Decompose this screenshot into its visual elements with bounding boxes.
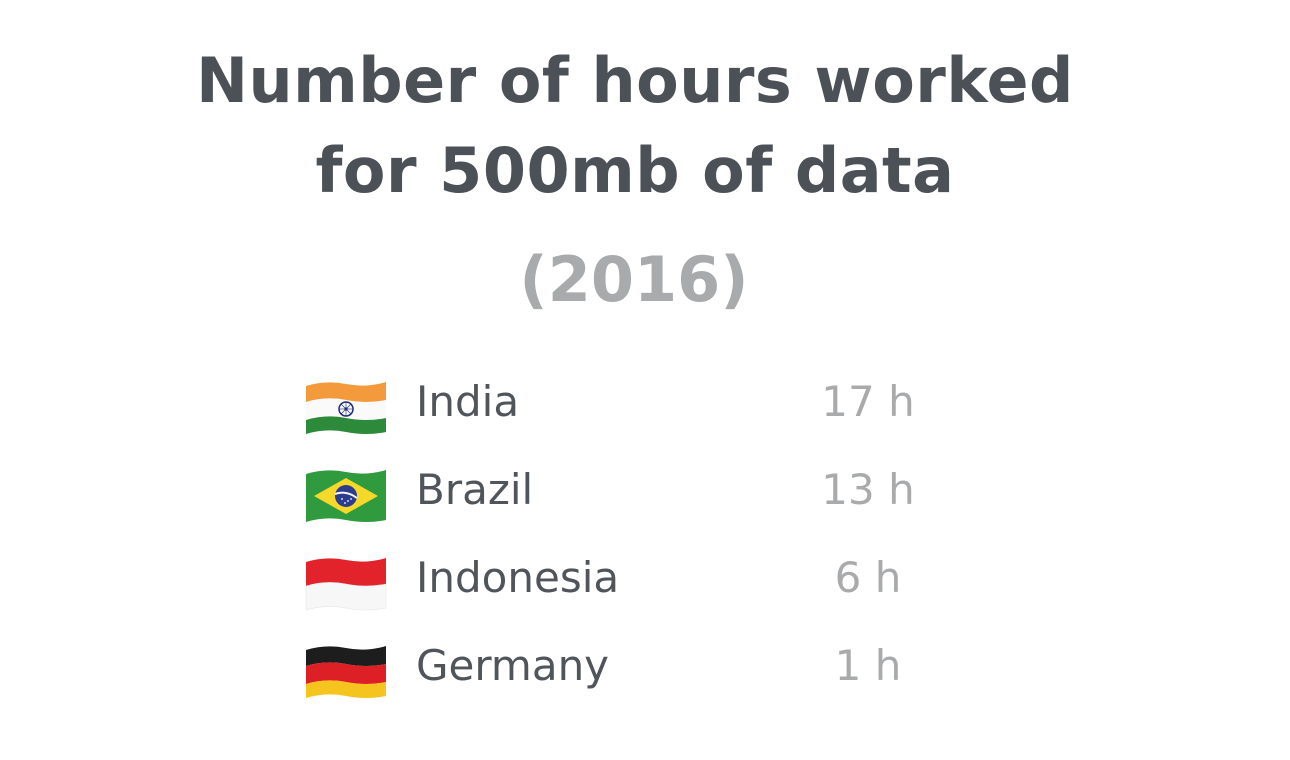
table-row-germany: Germany 1 h [0, 624, 1290, 712]
hours-value: 1 h [834, 641, 902, 690]
chart-title-line-2: for 500mb of data [315, 134, 955, 207]
chart-title-line-1: Number of hours worked [196, 44, 1074, 117]
table-row-indonesia: Indonesia 6 h [0, 536, 1290, 624]
indonesia-flag-icon [305, 558, 387, 611]
table-row-india: India 17 h [0, 360, 1290, 448]
india-flag-icon [306, 382, 386, 434]
hours-value: 6 h [834, 553, 902, 602]
chart-title: Number of hours worked for 500mb of data [0, 36, 1270, 216]
country-label: Indonesia [416, 553, 620, 602]
hours-value: 17 h [821, 377, 915, 426]
brazil-flag-icon [306, 470, 386, 522]
data-table: India 17 h Brazil 13 h Indonesia 6 h [0, 360, 1290, 720]
country-label: India [416, 377, 520, 426]
country-label: Brazil [416, 465, 534, 514]
germany-flag-icon [306, 646, 386, 698]
country-label: Germany [416, 641, 610, 690]
hours-value: 13 h [821, 465, 915, 514]
chart-subtitle: (2016) [519, 243, 749, 316]
table-row-brazil: Brazil 13 h [0, 448, 1290, 536]
